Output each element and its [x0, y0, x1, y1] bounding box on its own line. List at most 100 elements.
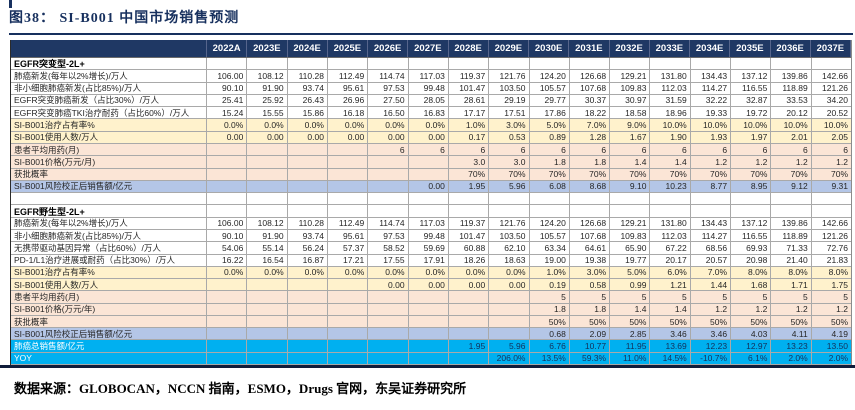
value-cell: 1.8 [570, 156, 611, 168]
year-column-header: 2034E [690, 40, 731, 57]
table-row: EGFR野生型-2L+ [11, 205, 851, 218]
value-cell: 2.85 [610, 328, 651, 340]
value-cell: 1.90 [650, 131, 691, 143]
value-cell [328, 303, 369, 315]
value-cell: 19.77 [610, 254, 651, 266]
value-cell [247, 180, 288, 193]
value-cell [288, 340, 328, 352]
value-cell: 107.68 [570, 82, 611, 94]
value-cell: 17.21 [328, 254, 369, 266]
value-cell: 126.68 [570, 217, 611, 229]
value-cell [409, 193, 449, 205]
value-cell: 29.77 [530, 94, 570, 107]
value-cell: 15.55 [247, 107, 288, 119]
value-cell: 50% [771, 315, 812, 328]
value-cell: 1.97 [731, 131, 772, 143]
value-cell: 20.12 [771, 107, 812, 119]
value-cell [207, 340, 248, 352]
value-cell [489, 328, 530, 340]
value-cell: 16.18 [328, 107, 369, 119]
value-cell [288, 352, 328, 365]
value-cell: 65.90 [610, 242, 651, 254]
value-cell: 0.0% [409, 266, 449, 279]
value-cell [771, 205, 812, 217]
value-cell: 103.50 [489, 82, 530, 94]
value-cell [207, 328, 248, 340]
row-label: SI-B001治疗占有率% [11, 266, 207, 279]
year-column-header: 2031E [569, 40, 610, 57]
row-label: EGFR突变肺癌新发（占比30%）/万人 [11, 94, 207, 107]
value-cell: 1.95 [449, 180, 490, 193]
value-cell [368, 328, 409, 340]
value-cell: 13.23 [771, 340, 812, 352]
value-cell: 103.50 [489, 229, 530, 242]
value-cell: 114.74 [368, 217, 409, 229]
value-cell: 112.03 [650, 229, 691, 242]
value-cell: 137.12 [731, 217, 772, 229]
value-cell: 1.21 [650, 279, 691, 291]
value-cell: 1.0% [449, 119, 490, 131]
value-cell: 0.53 [489, 131, 530, 143]
value-cell: 25.41 [207, 94, 248, 107]
value-cell: 17.17 [449, 107, 490, 119]
value-cell: 33.53 [771, 94, 812, 107]
value-cell: 3.0 [489, 156, 530, 168]
value-cell [288, 315, 328, 328]
value-cell: 15.86 [288, 107, 328, 119]
table-row: EGFR突变肺癌TKI治疗耐药（占比60%）/万人 15.24 15.55 15.86… [11, 107, 851, 120]
value-cell: 117.03 [409, 217, 449, 229]
value-cell: 114.27 [691, 229, 732, 242]
figure-title: 图38： SI-B001 中国市场销售预测 [9, 11, 240, 26]
table-header-row: 2022A 2023E 2024E 2025E 2026E 2027E 2028E 2029E… [11, 40, 851, 58]
value-cell [409, 58, 449, 70]
value-cell: 126.68 [570, 70, 611, 82]
row-label: 获批概率 [11, 315, 207, 328]
value-cell: 97.53 [368, 229, 409, 242]
value-cell [812, 58, 851, 69]
value-cell: 106.00 [207, 217, 248, 229]
value-cell: 1.8 [530, 156, 570, 168]
value-cell: 3.0% [489, 119, 530, 131]
value-cell: 32.22 [691, 94, 732, 107]
value-cell [247, 205, 288, 217]
value-cell: 116.55 [731, 82, 772, 94]
value-cell [368, 291, 409, 303]
value-cell: 5 [771, 291, 812, 303]
value-cell: 6 [409, 143, 449, 156]
value-cell: 90.10 [207, 229, 248, 242]
value-cell [247, 143, 288, 156]
value-cell: 95.61 [328, 82, 369, 94]
value-cell: 34.20 [826, 95, 848, 106]
value-cell: 0.99 [610, 279, 651, 291]
value-cell [207, 205, 248, 217]
value-cell: 9.0% [610, 119, 651, 131]
value-cell: 0.00 [409, 131, 449, 143]
value-cell: 4.03 [731, 328, 772, 340]
value-cell: 10.0% [691, 119, 732, 131]
value-cell: 0.17 [449, 131, 490, 143]
value-cell: 112.03 [650, 82, 691, 94]
value-cell: 6 [530, 143, 570, 156]
value-cell: 0.00 [409, 180, 449, 193]
value-cell: 70% [650, 168, 691, 180]
value-cell: 55.14 [247, 242, 288, 254]
value-cell [207, 168, 248, 180]
value-cell [207, 58, 248, 70]
value-cell: 10.77 [570, 340, 611, 352]
value-cell: 0.0% [288, 119, 328, 131]
value-cell: 27.50 [368, 94, 409, 107]
value-cell [368, 180, 409, 193]
table-row: SI-B001价格(万元/月) 3.0 3.0 1.8 1.8 1.4 1.4 1.2 1.2 1… [11, 156, 851, 169]
value-cell: 20.57 [691, 254, 732, 266]
value-cell: 10.0% [731, 119, 772, 131]
value-cell [368, 352, 409, 365]
table-row [11, 193, 851, 206]
value-cell [247, 303, 288, 315]
value-cell: 5.0% [530, 119, 570, 131]
value-cell [530, 193, 570, 205]
value-cell: 5.0% [610, 266, 651, 279]
value-cell [328, 205, 369, 217]
value-cell: 109.83 [610, 229, 651, 242]
value-cell: 101.47 [449, 82, 490, 94]
value-cell: 25.92 [247, 94, 288, 107]
